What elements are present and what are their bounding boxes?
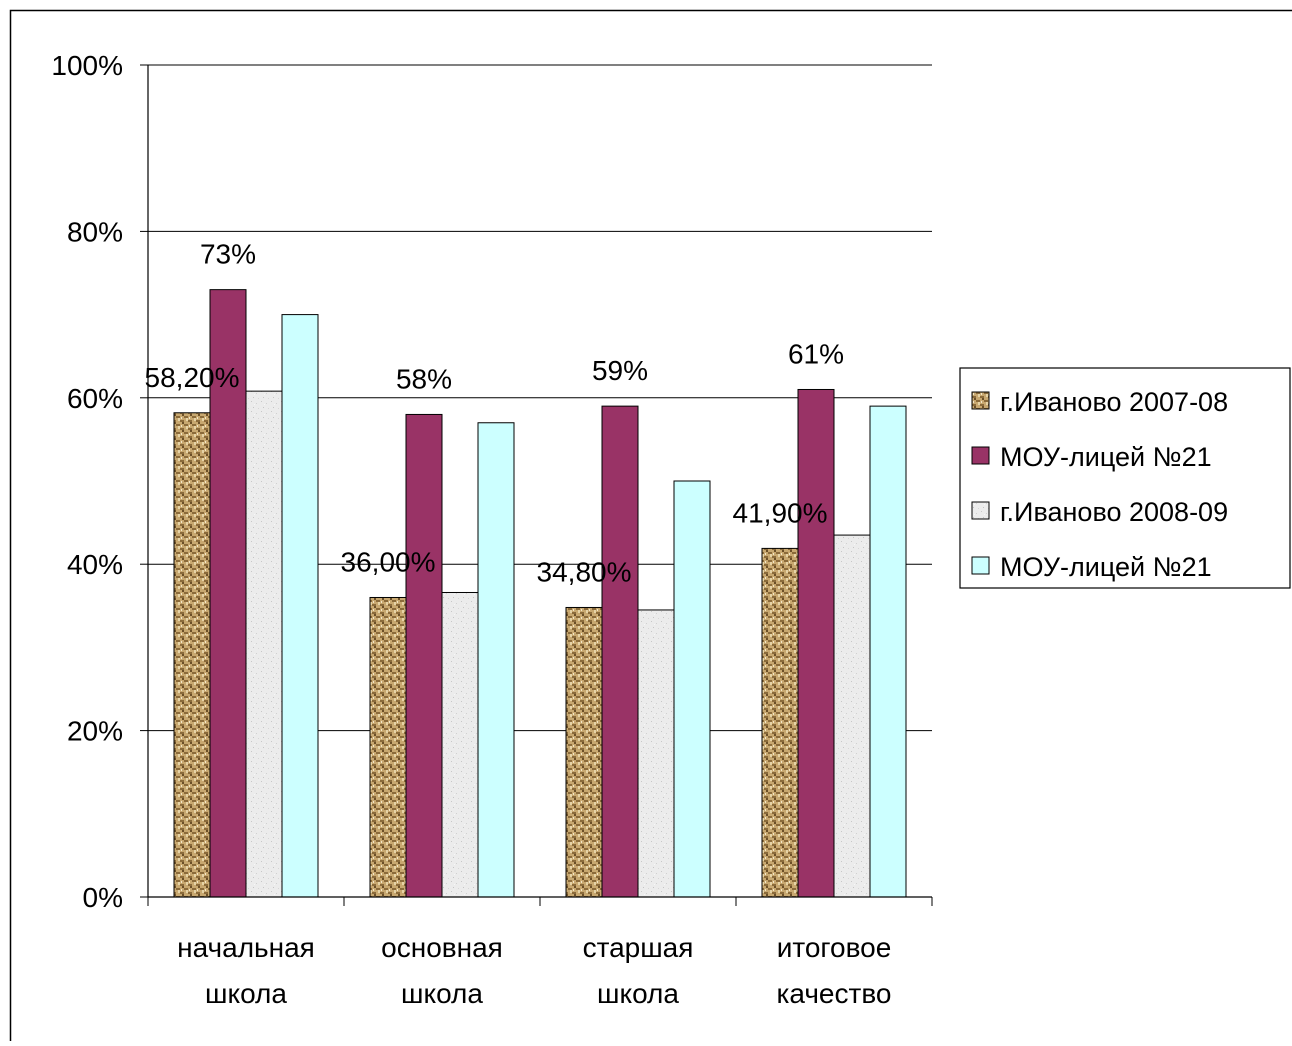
y-tick-label: 80% xyxy=(67,216,123,247)
x-category-label: школа xyxy=(205,978,287,1009)
bar xyxy=(566,607,602,897)
bar xyxy=(638,610,674,897)
data-label: 61% xyxy=(788,338,844,369)
bar xyxy=(406,414,442,897)
bar xyxy=(834,535,870,897)
legend-swatch xyxy=(972,447,989,464)
bar xyxy=(674,481,710,897)
data-label: 73% xyxy=(200,239,256,270)
bar xyxy=(282,315,318,897)
data-label: 41,90% xyxy=(733,497,828,528)
legend-swatch xyxy=(972,392,989,409)
bar xyxy=(602,406,638,897)
data-label: 58% xyxy=(396,363,452,394)
y-tick-label: 60% xyxy=(67,383,123,414)
data-label: 36,00% xyxy=(341,546,436,577)
bar xyxy=(870,406,906,897)
x-category-label: качество xyxy=(777,978,892,1009)
legend-label: г.Иваново 2008-09 xyxy=(1000,497,1228,527)
y-tick-label: 100% xyxy=(51,50,123,81)
data-label: 59% xyxy=(592,355,648,386)
legend-label: МОУ-лицей №21 xyxy=(1000,552,1212,582)
x-category-label: итоговое xyxy=(777,932,892,963)
legend-swatch xyxy=(972,502,989,519)
bar xyxy=(798,389,834,897)
y-tick-label: 0% xyxy=(83,882,123,913)
y-tick-label: 40% xyxy=(67,549,123,580)
legend-swatch xyxy=(972,557,989,574)
bar xyxy=(370,597,406,897)
x-category-label: основная xyxy=(381,932,503,963)
bar xyxy=(174,413,210,897)
x-category-label: старшая xyxy=(583,932,694,963)
bar xyxy=(246,391,282,897)
x-category-label: школа xyxy=(401,978,483,1009)
legend-label: г.Иваново 2007-08 xyxy=(1000,387,1228,417)
bar xyxy=(478,423,514,897)
data-label: 34,80% xyxy=(537,556,632,587)
bar xyxy=(762,548,798,897)
data-label: 58,20% xyxy=(145,362,240,393)
bar xyxy=(442,592,478,897)
y-tick-label: 20% xyxy=(67,716,123,747)
legend-label: МОУ-лицей №21 xyxy=(1000,442,1212,472)
x-category-label: школа xyxy=(597,978,679,1009)
x-category-label: начальная xyxy=(177,932,315,963)
